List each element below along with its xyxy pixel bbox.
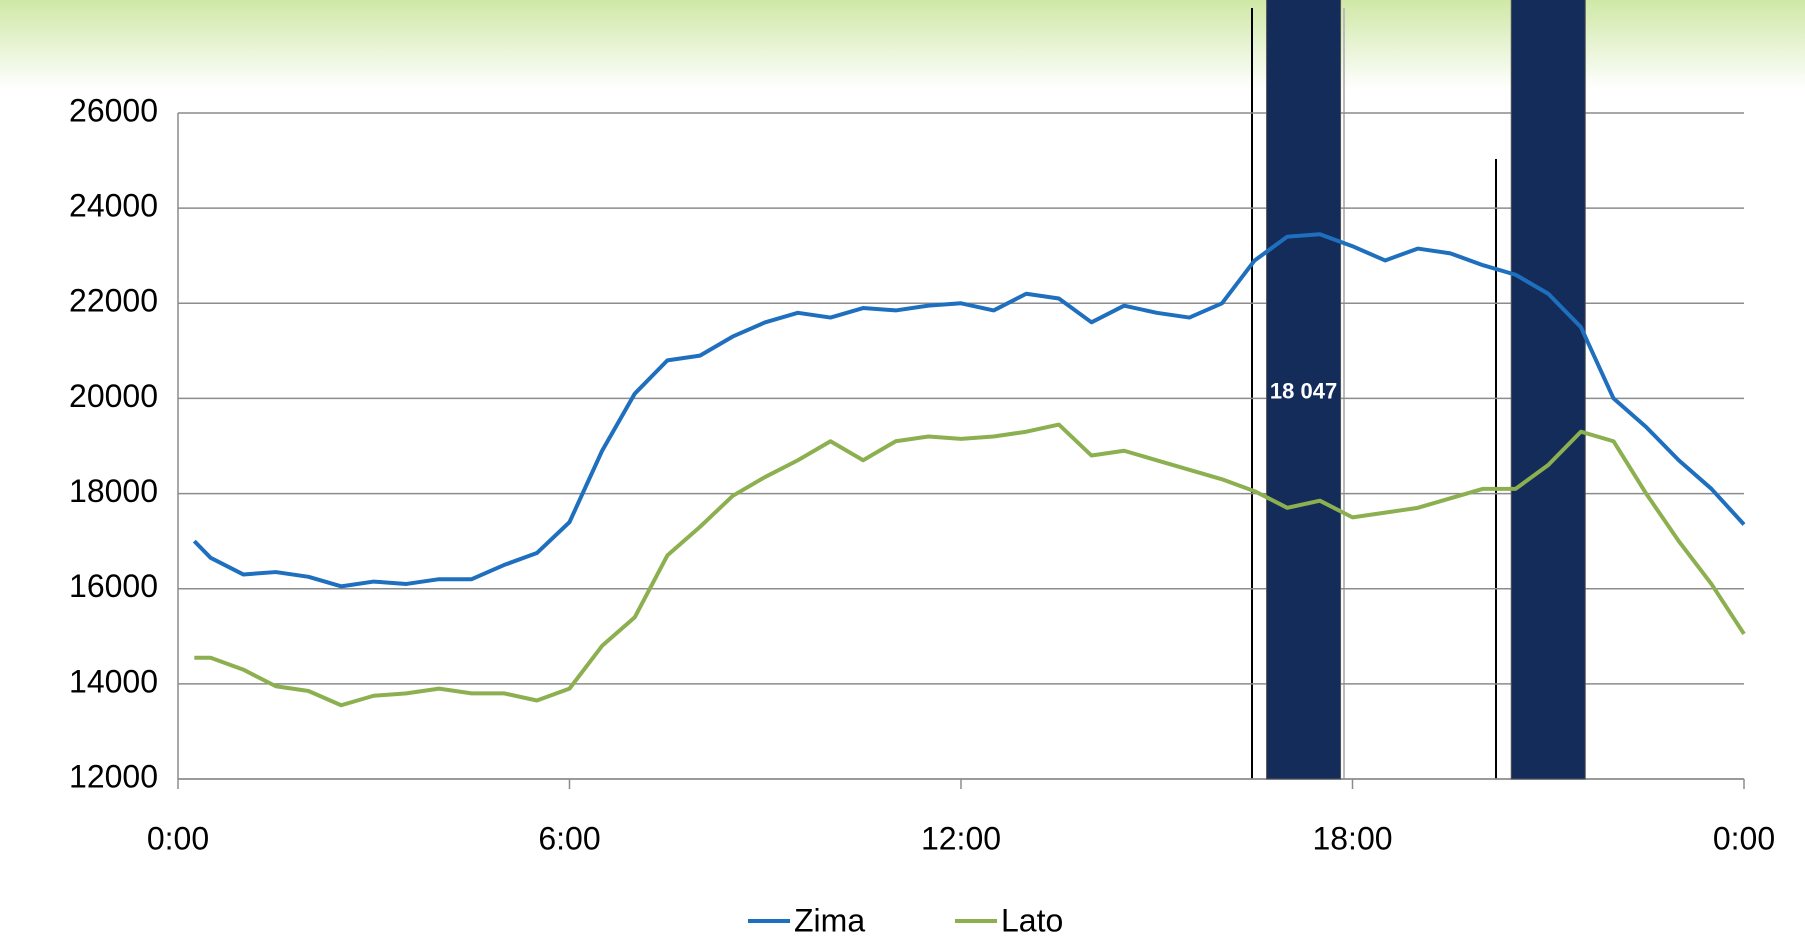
x-tick-label: 12:00: [921, 820, 1001, 856]
line-series: [194, 422, 1746, 708]
legend-label: Lato: [1001, 902, 1063, 938]
y-tick-label: 14000: [69, 663, 158, 699]
header-band: [0, 0, 1805, 90]
bar-segment: [1510, 0, 1586, 780]
legend-label: Zima: [794, 902, 865, 938]
x-tick-label: 18:00: [1312, 820, 1392, 856]
y-tick-label: 20000: [69, 378, 158, 414]
x-tick-label: 6:00: [538, 820, 600, 856]
y-tick-label: 16000: [69, 568, 158, 604]
y-tick-label: 22000: [69, 283, 158, 319]
y-tick-label: 12000: [69, 758, 158, 794]
y-tick-label: 26000: [69, 92, 158, 128]
y-tick-label: 18000: [69, 473, 158, 509]
bar-segment: [1266, 0, 1342, 780]
x-tick-label: 0:00: [147, 820, 209, 856]
x-tick-label: 0:00: [1713, 820, 1775, 856]
y-tick-label: 24000: [69, 188, 158, 224]
line-series: [192, 232, 1746, 589]
bar-value-label: 18 047: [1270, 378, 1337, 403]
